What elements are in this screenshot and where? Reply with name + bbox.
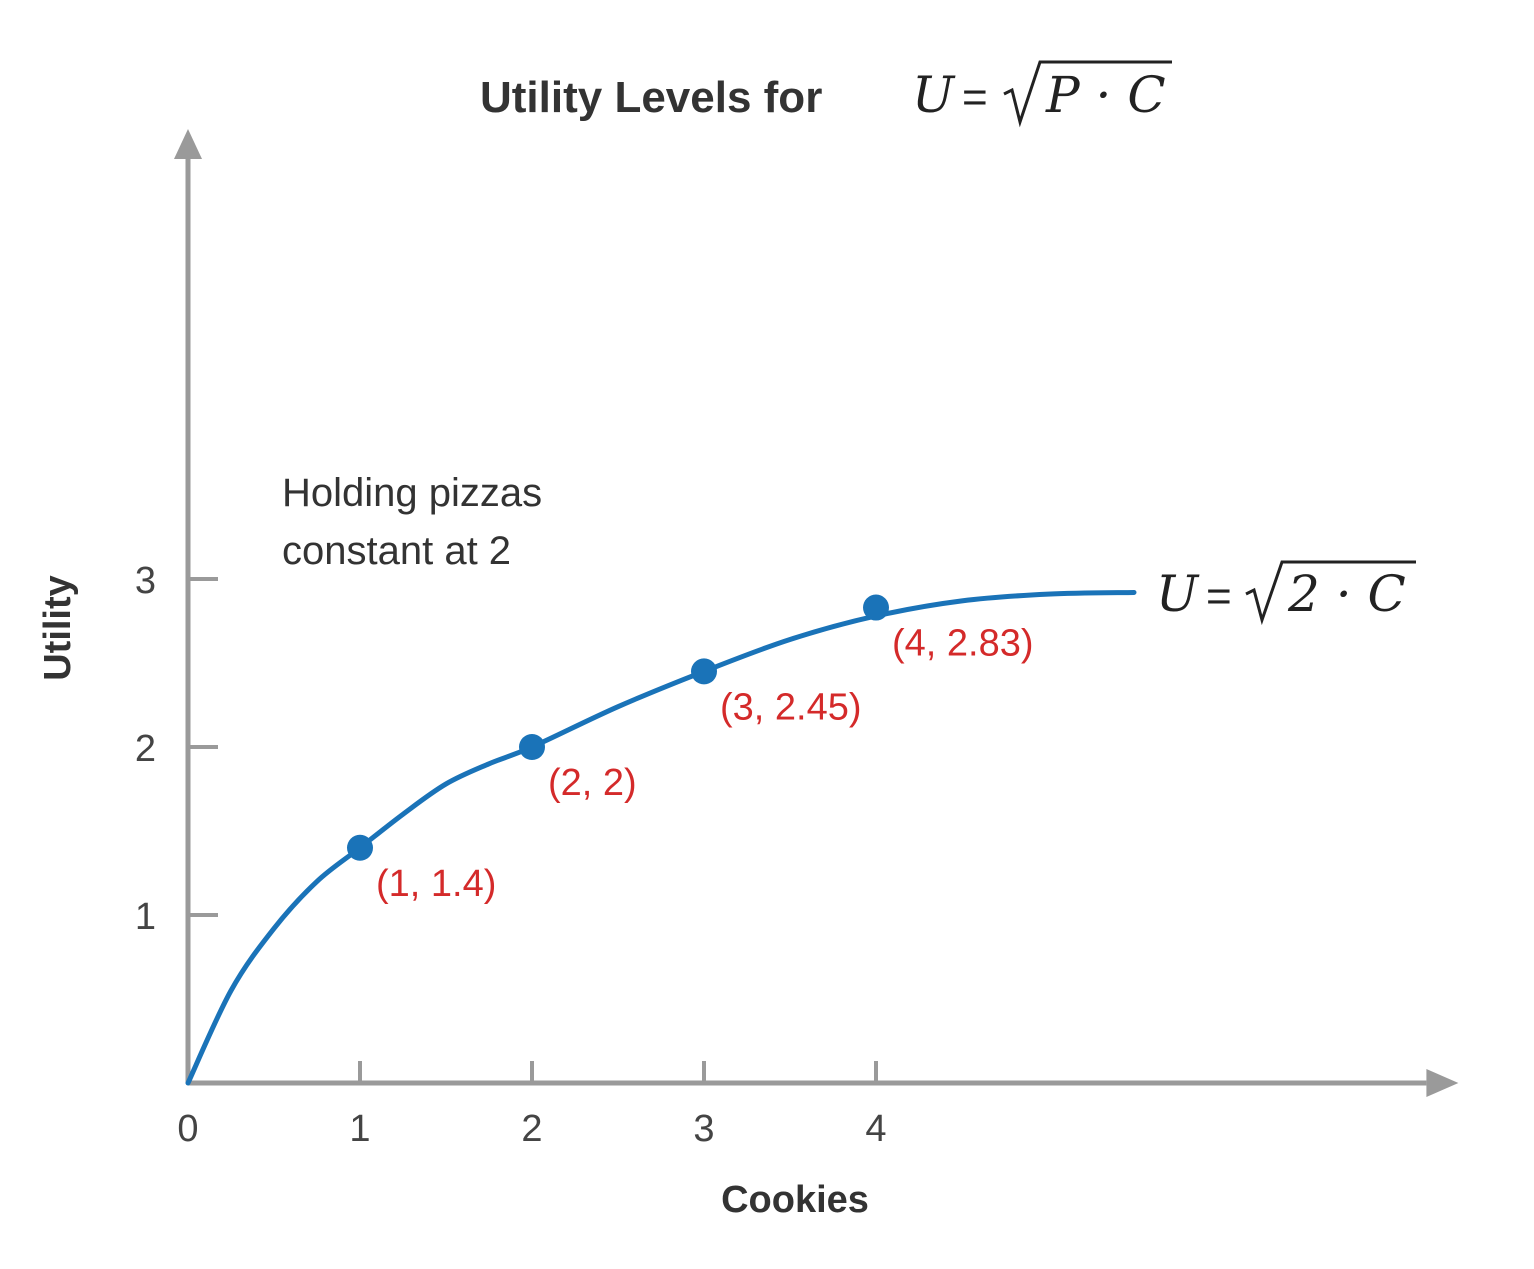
y-tick-label: 3 xyxy=(135,560,156,602)
chart-title: Utility Levels for U = P · C xyxy=(480,60,1172,128)
data-point xyxy=(347,834,373,861)
data-point xyxy=(863,594,889,621)
curve-layer xyxy=(185,589,1137,1086)
curve-label-sqrt-sign xyxy=(1245,560,1416,626)
x-tick-label: 3 xyxy=(693,1108,714,1150)
curve-label-lhs: U xyxy=(1156,565,1200,623)
curve-label-radicand: 2 · C xyxy=(1287,565,1406,623)
data-point xyxy=(691,658,717,685)
y-axis-label: Utility xyxy=(37,575,79,681)
x-tick-label: 0 xyxy=(177,1108,198,1150)
data-point-label: (3, 2.45) xyxy=(720,686,862,728)
axes: 0 1 2 3 4 1 2 3 xyxy=(135,129,1459,1150)
y-axis-arrow xyxy=(174,129,202,159)
utility-curve xyxy=(185,589,1137,1086)
points-layer: (1, 1.4) (2, 2) (3, 2.45) (4, 2.83) xyxy=(347,594,1034,905)
title-sqrt-sign xyxy=(1003,60,1172,128)
curve-label-equals: = xyxy=(1206,572,1232,621)
title-formula-lhs: U xyxy=(912,66,956,124)
data-point-label: (1, 1.4) xyxy=(376,863,496,905)
title-prefix: Utility Levels for xyxy=(480,73,822,122)
x-axis-arrow xyxy=(1426,1069,1459,1097)
y-tick-label: 2 xyxy=(135,728,156,770)
x-tick-label: 2 xyxy=(521,1108,542,1150)
x-axis-label: Cookies xyxy=(721,1179,869,1221)
annotation: Holding pizzas constant at 2 xyxy=(282,471,542,573)
title-formula-equals: = xyxy=(962,73,988,122)
x-tick-label: 4 xyxy=(865,1108,886,1150)
x-tick-label: 1 xyxy=(349,1108,370,1150)
title-formula-radicand: P · C xyxy=(1045,66,1166,124)
curve-label: U = 2 · C xyxy=(1156,560,1416,626)
annotation-line-2: constant at 2 xyxy=(282,529,511,573)
annotation-line-1: Holding pizzas xyxy=(282,471,542,515)
data-point-label: (2, 2) xyxy=(548,762,637,804)
data-point xyxy=(519,734,545,760)
data-point-label: (4, 2.83) xyxy=(892,623,1034,665)
y-tick-label: 1 xyxy=(135,896,156,938)
